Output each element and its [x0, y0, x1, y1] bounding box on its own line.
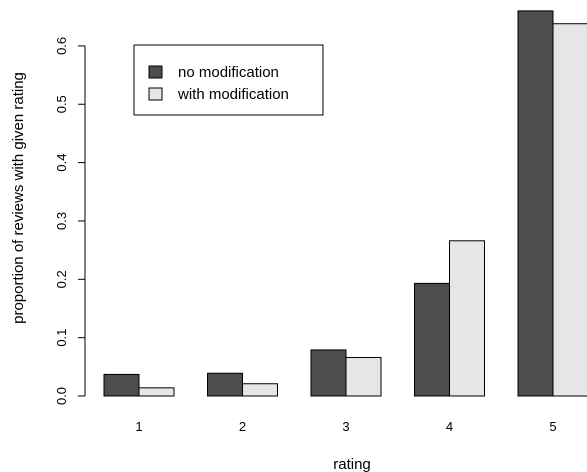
bar-no-modification-rating-3 — [310, 349, 347, 397]
x-tick-label: 2 — [239, 419, 246, 434]
bar-no-modification-rating-5 — [517, 10, 554, 397]
y-axis-title: proportion of reviews with given rating — [10, 72, 27, 324]
y-axis: 0.0 0.1 0.2 0.3 0.4 0.5 0.6 — [54, 37, 86, 405]
bar-with-modification-rating-4 — [449, 240, 485, 397]
y-tick-label: 0.4 — [54, 154, 69, 172]
bar-with-modification-rating-1 — [138, 387, 175, 397]
legend-box — [133, 44, 324, 116]
legend-label: no modification — [178, 64, 279, 81]
y-tick-label: 0.6 — [54, 37, 69, 55]
bar-with-modification-rating-2 — [242, 383, 278, 397]
y-tick-label: 0.3 — [54, 212, 69, 230]
x-tick-label: 5 — [549, 419, 556, 434]
legend-swatch — [148, 87, 163, 101]
x-tick-labels: 1 2 3 4 5 — [135, 419, 556, 434]
bars — [103, 10, 587, 397]
y-tick-label: 0.1 — [54, 329, 69, 347]
y-tick-label: 0.0 — [54, 387, 69, 405]
legend: no modification with modification — [133, 44, 324, 116]
y-tick-label: 0.2 — [54, 270, 69, 288]
legend-label: with modification — [177, 86, 289, 103]
bar-no-modification-rating-4 — [414, 282, 450, 397]
x-tick-label: 3 — [342, 419, 349, 434]
x-axis-title: rating — [333, 456, 371, 472]
bar-no-modification-rating-2 — [207, 372, 243, 397]
bar-with-modification-rating-3 — [345, 356, 382, 397]
y-tick-label: 0.5 — [54, 95, 69, 113]
x-tick-label: 4 — [446, 419, 453, 434]
bar-with-modification-rating-5 — [552, 23, 587, 397]
legend-swatch — [148, 65, 163, 79]
x-tick-label: 1 — [135, 419, 142, 434]
bar-no-modification-rating-1 — [103, 373, 140, 397]
